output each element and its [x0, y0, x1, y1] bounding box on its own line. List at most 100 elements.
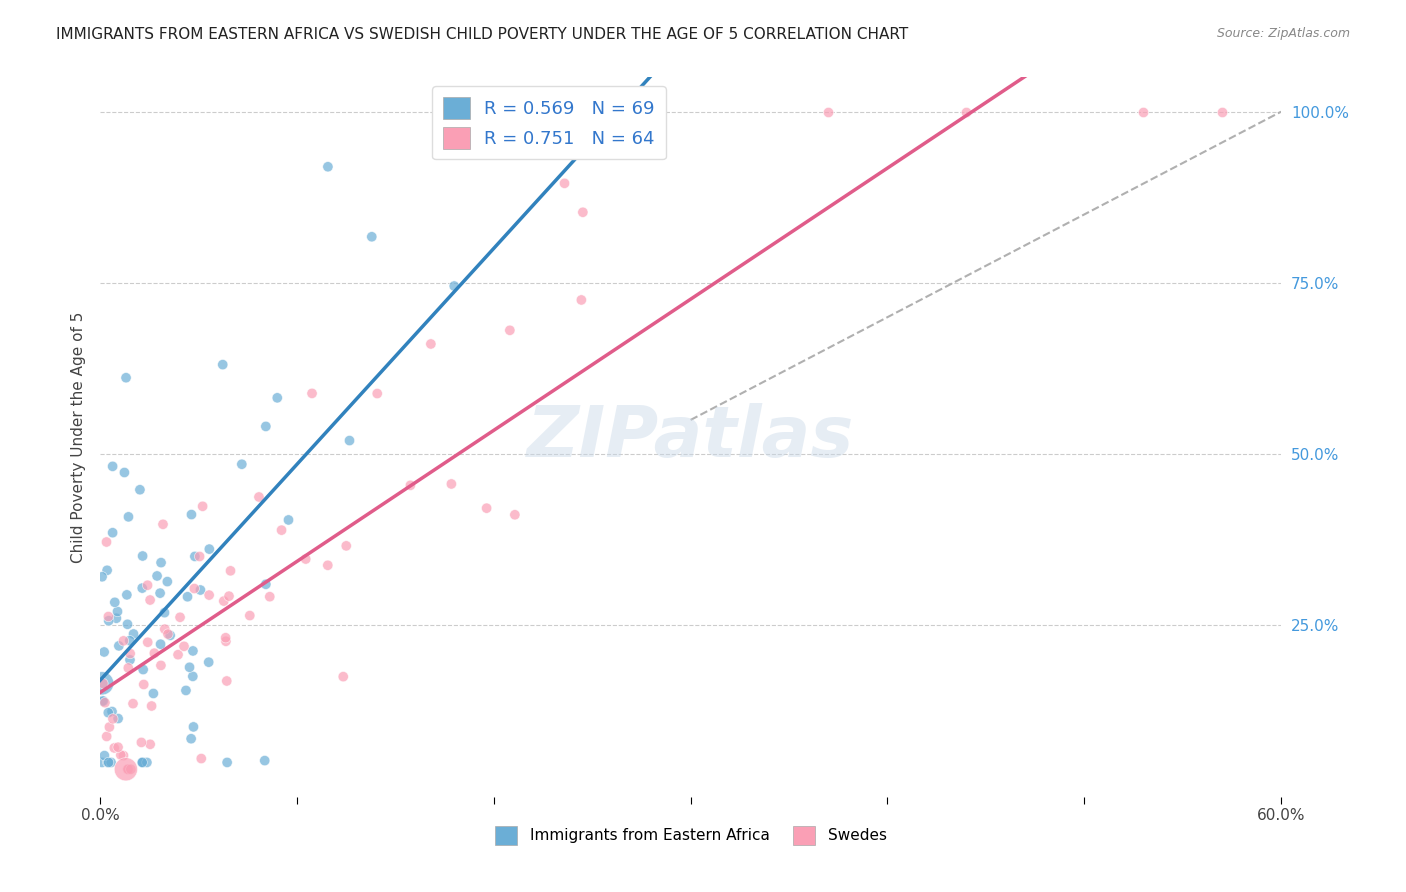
Point	[184, 549, 207, 564]
Point	[142, 686, 165, 700]
Point	[93, 645, 115, 659]
Point	[1211, 104, 1233, 119]
Point	[173, 640, 195, 654]
Point	[360, 229, 382, 244]
Point	[117, 661, 139, 675]
Point	[107, 712, 129, 726]
Point	[118, 633, 141, 648]
Point	[218, 589, 240, 603]
Point	[132, 663, 155, 677]
Point	[143, 646, 166, 660]
Point	[332, 670, 354, 684]
Point	[115, 762, 138, 776]
Point	[366, 386, 388, 401]
Point	[120, 762, 142, 776]
Point	[91, 694, 114, 708]
Point	[131, 735, 153, 749]
Point	[139, 593, 162, 607]
Point	[101, 459, 124, 474]
Point	[136, 578, 159, 592]
Point	[149, 658, 172, 673]
Point	[96, 535, 118, 549]
Point	[131, 756, 153, 770]
Point	[181, 644, 204, 658]
Point	[132, 756, 155, 770]
Point	[554, 177, 576, 191]
Point	[215, 634, 238, 648]
Point	[96, 563, 118, 577]
Point	[136, 635, 159, 649]
Point	[180, 508, 202, 522]
Point	[91, 570, 114, 584]
Point	[270, 523, 292, 537]
Point	[156, 627, 179, 641]
Point	[91, 694, 114, 708]
Point	[955, 104, 977, 119]
Point	[440, 477, 463, 491]
Point	[239, 608, 262, 623]
Point	[141, 698, 163, 713]
Point	[183, 582, 205, 596]
Point	[190, 582, 212, 597]
Point	[118, 653, 141, 667]
Point	[131, 549, 153, 563]
Point	[191, 500, 214, 514]
Point	[169, 610, 191, 624]
Point	[139, 737, 162, 751]
Point	[146, 569, 169, 583]
Point	[91, 676, 114, 690]
Point	[277, 513, 299, 527]
Point	[97, 609, 120, 624]
Point	[443, 279, 465, 293]
Point	[107, 740, 129, 755]
Point	[120, 647, 142, 661]
Point	[247, 490, 270, 504]
Point	[97, 706, 120, 720]
Point	[105, 611, 128, 625]
Point	[104, 595, 127, 609]
Point	[183, 720, 205, 734]
Point	[97, 756, 120, 770]
Point	[101, 705, 124, 719]
Point	[115, 588, 138, 602]
Point	[335, 539, 357, 553]
Point	[475, 501, 498, 516]
Point	[97, 614, 120, 628]
Point	[174, 683, 197, 698]
Point	[156, 574, 179, 589]
Point	[117, 617, 139, 632]
Point	[188, 549, 211, 564]
Point	[569, 293, 592, 307]
Point	[219, 564, 242, 578]
Point	[231, 457, 253, 471]
Point	[117, 762, 139, 776]
Y-axis label: Child Poverty Under the Age of 5: Child Poverty Under the Age of 5	[72, 311, 86, 563]
Point	[153, 606, 176, 620]
Point	[150, 556, 173, 570]
Point	[110, 747, 132, 762]
Point	[211, 358, 233, 372]
Point	[98, 720, 121, 734]
Point	[254, 419, 277, 434]
Point	[266, 391, 288, 405]
Point	[190, 751, 212, 765]
Point	[112, 748, 135, 763]
Point	[91, 676, 114, 690]
Point	[93, 748, 115, 763]
Point	[131, 756, 153, 770]
Point	[197, 655, 219, 669]
Point	[817, 104, 839, 119]
Point	[253, 754, 276, 768]
Point	[149, 586, 172, 600]
Point	[152, 517, 174, 532]
Point	[117, 762, 139, 776]
Text: Source: ZipAtlas.com: Source: ZipAtlas.com	[1216, 27, 1350, 40]
Point	[167, 648, 190, 662]
Point	[316, 558, 339, 573]
Point	[179, 660, 201, 674]
Point	[115, 370, 138, 384]
Point	[503, 508, 526, 522]
Point	[153, 622, 176, 636]
Point	[112, 466, 135, 480]
Point	[180, 731, 202, 746]
